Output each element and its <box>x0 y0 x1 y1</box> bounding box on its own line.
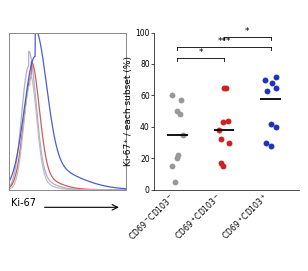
Point <box>269 121 274 126</box>
Point <box>274 74 278 79</box>
Point <box>227 140 232 145</box>
Point <box>174 109 179 113</box>
Point <box>216 128 221 132</box>
Point <box>264 140 269 145</box>
Point <box>218 161 223 165</box>
Point <box>178 98 183 102</box>
Point <box>170 93 175 98</box>
Point <box>224 85 229 90</box>
Point <box>270 81 274 85</box>
Point <box>221 85 226 90</box>
Text: Ki-67: Ki-67 <box>11 198 36 208</box>
Point <box>225 118 230 123</box>
Text: ***: *** <box>217 37 231 46</box>
Point <box>262 78 267 82</box>
Point <box>172 180 177 184</box>
Point <box>274 85 279 90</box>
Text: *: * <box>245 27 250 37</box>
Point <box>175 156 180 160</box>
Point <box>175 153 180 157</box>
Y-axis label: Ki-67⁺ / each subset (%): Ki-67⁺ / each subset (%) <box>124 56 132 166</box>
Point <box>219 137 224 141</box>
Point <box>170 164 175 168</box>
Point <box>221 164 226 168</box>
Point <box>273 125 278 129</box>
Point <box>178 112 183 117</box>
Point <box>220 120 225 124</box>
Point <box>181 133 186 137</box>
Point <box>265 89 270 93</box>
Text: *: * <box>198 48 203 57</box>
Point <box>269 144 274 148</box>
